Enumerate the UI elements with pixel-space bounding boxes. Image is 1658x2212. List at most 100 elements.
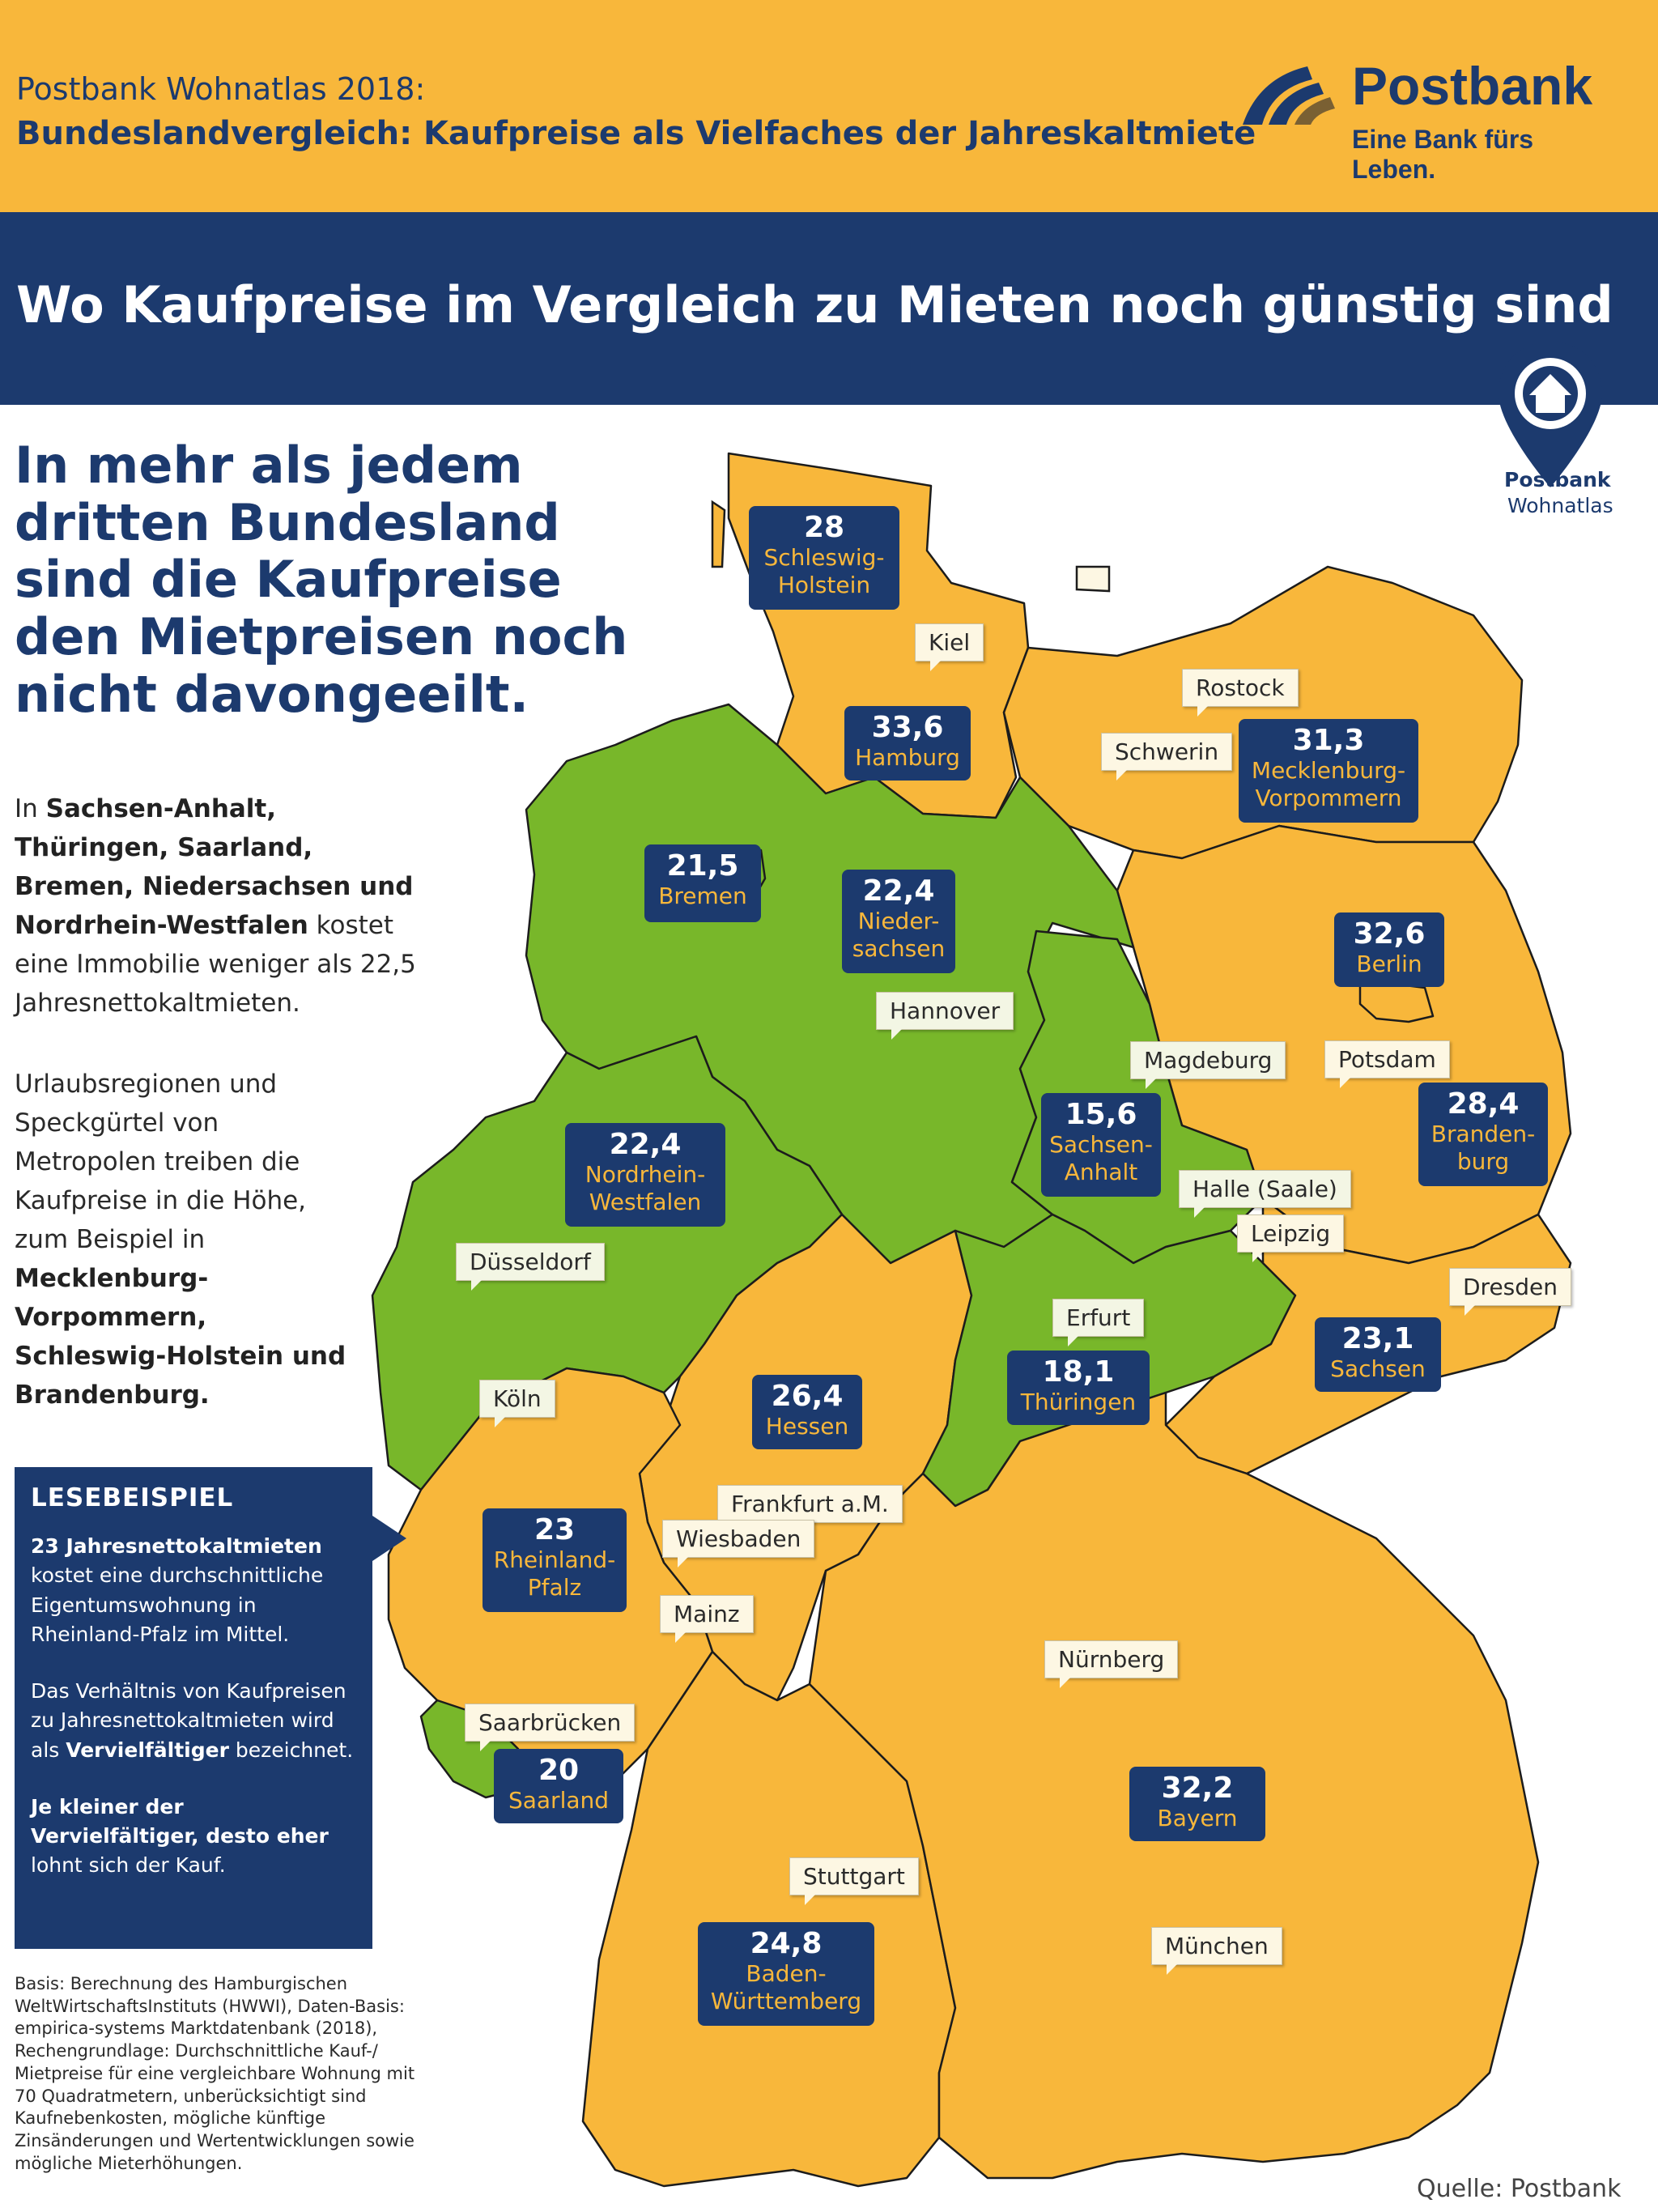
state-value: 23 — [534, 1513, 576, 1546]
city-label: Rostock — [1182, 669, 1299, 717]
state-value: 31,3 — [1292, 724, 1365, 757]
city-label: Halle (Saale) — [1179, 1170, 1351, 1218]
state-name: Thüringen — [1020, 1389, 1137, 1416]
state-name: Nieder- sachsen — [852, 908, 946, 962]
state-value: 28 — [803, 511, 845, 544]
city-label: Dresden — [1449, 1268, 1572, 1316]
wohnatlas-title: Postbank — [1504, 468, 1611, 491]
postbank-logo-mark-icon — [1243, 66, 1335, 125]
state-badge-hessen: 26,4 Hessen — [752, 1375, 862, 1449]
body1-post: kostet eine Immobilie weniger als 22,5 J… — [15, 911, 416, 1019]
state-badge-bremen: 21,5 Bremen — [644, 844, 761, 922]
state-name: Schleswig- Holstein — [763, 544, 885, 598]
city-label: Erfurt — [1052, 1299, 1145, 1346]
state-name: Saarland — [508, 1787, 610, 1814]
state-value: 23,1 — [1341, 1322, 1414, 1355]
city-label: München — [1151, 1927, 1282, 1975]
state-name: Rheinland- Pfalz — [493, 1546, 616, 1601]
brand-wordmark: Postbank — [1352, 56, 1593, 116]
state-name: Bayern — [1157, 1805, 1238, 1832]
state-badge-nordrhein-westfalen: 22,4 Nordrhein- Westfalen — [565, 1123, 725, 1227]
city-label: Frankfurt a.M. — [717, 1485, 903, 1533]
state-value: 20 — [538, 1754, 580, 1787]
state-badge-sachsen: 23,1 Sachsen — [1315, 1317, 1441, 1392]
body1-bold: Sachsen-Anhalt, Thüringen, Saarland, Bre… — [15, 794, 414, 941]
state-name: Bremen — [658, 883, 747, 910]
lese-p1-text: kostet eine durchschnittliche Eigentumsw… — [31, 1563, 324, 1646]
lese-p2-bold: Vervielfältiger — [66, 1738, 229, 1762]
city-label: Hannover — [876, 992, 1014, 1040]
state-value: 32,6 — [1353, 917, 1426, 951]
lesebeispiel-title: LESEBEISPIEL — [31, 1483, 234, 1512]
city-label: Nürnberg — [1044, 1640, 1179, 1688]
state-value: 24,8 — [750, 1927, 823, 1960]
lead-text: In mehr als jedem dritten Bundesland sin… — [15, 436, 628, 724]
lesebeispiel-box: LESEBEISPIEL 23 Jahresnettokaltmieten ko… — [15, 1467, 406, 1949]
state-value: 33,6 — [871, 711, 944, 744]
city-label: Köln — [479, 1380, 555, 1427]
state-badge-sachsen-anhalt: 15,6 Sachsen- Anhalt — [1041, 1093, 1161, 1197]
lese-p3-post: lohnt sich der Kauf. — [31, 1853, 226, 1878]
region-berlin — [1358, 978, 1435, 1023]
state-badge-thueringen: 18,1 Thüringen — [1007, 1351, 1150, 1425]
lese-p1-bold: 23 Jahresnettokaltmieten — [31, 1534, 322, 1558]
state-value: 21,5 — [666, 849, 739, 883]
state-value: 26,4 — [771, 1380, 844, 1413]
city-label: Saarbrücken — [465, 1704, 636, 1751]
state-name: Mecklenburg- Vorpommern — [1251, 757, 1406, 811]
state-name: Branden- burg — [1431, 1121, 1536, 1175]
state-badge-hamburg: 33,6 Hamburg — [844, 706, 971, 781]
state-value: 22,4 — [609, 1128, 682, 1161]
body1-pre: In — [15, 794, 38, 823]
page-title: Wo Kaufpreise im Vergleich zu Mieten noc… — [16, 275, 1613, 334]
state-badge-brandenburg: 28,4 Branden- burg — [1418, 1083, 1548, 1186]
header-bar — [0, 0, 1658, 212]
wohnatlas-subtitle: Wohnatlas — [1507, 494, 1613, 517]
city-label: Schwerin — [1101, 733, 1233, 781]
lese-p2-post: bezeichnet. — [235, 1738, 354, 1762]
body2-pre: Urlaubsregionen und Speckgürtel von Metr… — [15, 1070, 307, 1255]
germany-map — [371, 452, 1572, 2188]
postbank-logo: Postbank Eine Bank fürs Leben. — [1235, 47, 1623, 184]
state-badge-niedersachsen: 22,4 Nieder- sachsen — [842, 870, 955, 973]
state-badge-berlin: 32,6 Berlin — [1334, 912, 1444, 987]
state-name: Hessen — [765, 1413, 849, 1440]
lesebeispiel-text: 23 Jahresnettokaltmieten kostet eine dur… — [31, 1532, 355, 1908]
city-label: Düsseldorf — [456, 1243, 605, 1291]
state-name: Hamburg — [855, 744, 960, 772]
body-text-1: In Sachsen-Anhalt, Thüringen, Saarland, … — [15, 789, 419, 1023]
brand-slogan: Eine Bank fürs Leben. — [1352, 125, 1534, 184]
lese-p2-pre: Das Verhältnis von Kaufpreisen zu Jahres… — [31, 1679, 346, 1762]
body-text-2: Urlaubsregionen und Speckgürtel von Metr… — [15, 1065, 355, 1414]
island-fehmarn — [1075, 565, 1111, 593]
basis-footnote: Basis: Berechnung des Hamburgischen Welt… — [15, 1974, 415, 2173]
state-value: 15,6 — [1065, 1098, 1137, 1131]
state-name: Berlin — [1356, 951, 1422, 978]
city-label: Leipzig — [1237, 1214, 1345, 1262]
source-note: Quelle: Postbank — [1417, 2175, 1622, 2203]
state-badge-mecklenburg-vorpommern: 31,3 Mecklenburg- Vorpommern — [1239, 719, 1418, 823]
lese-p3-bold: Je kleiner der Vervielfältiger, desto eh… — [31, 1794, 329, 1848]
city-label: Mainz — [660, 1595, 754, 1643]
house-pin-icon — [1499, 342, 1602, 487]
state-badge-baden-wuerttemberg: 24,8 Baden- Württemberg — [698, 1922, 874, 2026]
state-value: 32,2 — [1161, 1772, 1234, 1805]
city-label: Magdeburg — [1130, 1041, 1286, 1089]
state-name: Sachsen- Anhalt — [1049, 1131, 1153, 1185]
state-name: Nordrhein- Westfalen — [585, 1161, 706, 1215]
header-subtitle: Bundeslandvergleich: Kaufpreise als Viel… — [16, 115, 1256, 152]
headline-bar — [0, 212, 1658, 405]
city-label: Wiesbaden — [662, 1520, 815, 1568]
state-value: 18,1 — [1042, 1355, 1115, 1389]
state-badge-schleswig-holstein: 28 Schleswig- Holstein — [749, 506, 899, 610]
city-label: Potsdam — [1324, 1040, 1450, 1088]
city-label: Kiel — [915, 623, 984, 671]
island-sylt — [711, 500, 726, 568]
state-badge-saarland: 20 Saarland — [494, 1749, 623, 1823]
state-value: 28,4 — [1447, 1087, 1520, 1121]
header-kicker: Postbank Wohnatlas 2018: — [16, 71, 426, 107]
state-name: Baden- Württemberg — [710, 1960, 862, 2014]
state-badge-rheinland-pfalz: 23 Rheinland- Pfalz — [483, 1508, 627, 1612]
body2-bold: Mecklenburg-Vorpommern, Schleswig-Holste… — [15, 1264, 346, 1410]
state-badge-bayern: 32,2 Bayern — [1129, 1767, 1265, 1841]
